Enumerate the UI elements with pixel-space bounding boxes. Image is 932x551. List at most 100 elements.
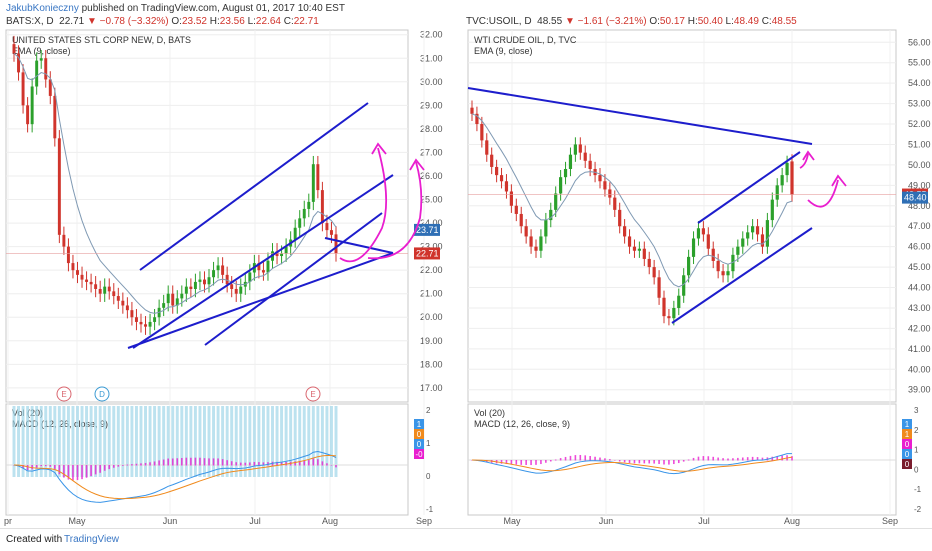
volume-bar bbox=[57, 406, 61, 477]
macd-histogram-bar bbox=[144, 462, 147, 466]
candle bbox=[618, 209, 622, 227]
macd-badge bbox=[902, 419, 912, 429]
candle bbox=[76, 270, 79, 275]
candle bbox=[180, 293, 184, 299]
volume-bar bbox=[193, 406, 197, 477]
macd-histogram-bar bbox=[49, 465, 52, 467]
volume-bar bbox=[112, 406, 116, 477]
volume-bar bbox=[329, 406, 333, 477]
author-link[interactable]: JakubKonieczny bbox=[6, 3, 79, 14]
projection-arrow-icon bbox=[339, 147, 388, 263]
tradingview-logo[interactable]: TradingView bbox=[64, 534, 120, 545]
macd-histogram-bar bbox=[500, 460, 503, 464]
macd-histogram-bar bbox=[702, 456, 705, 461]
macd-histogram-bar bbox=[140, 463, 142, 466]
volume-bar bbox=[134, 406, 138, 477]
publish-line: JakubKonieczny published on TradingView.… bbox=[6, 3, 345, 14]
chart-title: UNITED STATES STL CORP NEW, D, BATS bbox=[12, 35, 191, 45]
candle bbox=[280, 253, 284, 257]
macd-histogram-bar bbox=[72, 465, 74, 481]
y-tick-label: 23.00 bbox=[420, 242, 443, 252]
candle bbox=[257, 263, 261, 271]
volume-bar bbox=[144, 406, 147, 477]
volume-bar bbox=[261, 406, 265, 477]
right-symbol[interactable]: TVC:USOIL, D bbox=[466, 16, 532, 27]
macd-histogram-bar bbox=[335, 465, 337, 468]
volume-bar bbox=[98, 406, 102, 477]
macd-histogram-bar bbox=[85, 465, 88, 478]
right-last: 48.55 bbox=[537, 16, 563, 27]
macd-histogram-bar bbox=[112, 465, 115, 468]
macd-histogram-bar bbox=[628, 460, 631, 463]
macd-histogram-bar bbox=[330, 464, 333, 466]
volume-bar bbox=[35, 406, 39, 477]
candle bbox=[21, 72, 25, 106]
candle bbox=[130, 310, 134, 318]
candle bbox=[539, 236, 543, 251]
candle bbox=[682, 275, 686, 296]
macd-histogram-bar bbox=[781, 455, 783, 461]
macd-badge bbox=[414, 449, 424, 459]
volume-bar bbox=[198, 406, 202, 477]
candle bbox=[613, 197, 617, 210]
macd-histogram-bar bbox=[530, 460, 532, 466]
candle bbox=[125, 305, 129, 311]
candle bbox=[480, 124, 484, 141]
candle bbox=[573, 144, 577, 155]
arrowhead-icon bbox=[831, 174, 847, 187]
price-badge bbox=[414, 247, 440, 260]
macd-histogram-bar bbox=[604, 458, 606, 461]
macd-histogram-bar bbox=[258, 462, 260, 466]
volume-bar bbox=[125, 406, 129, 477]
volume-bar bbox=[316, 406, 320, 477]
volume-bar bbox=[252, 406, 256, 477]
volume-bar bbox=[243, 406, 247, 477]
projection-arrow-icon bbox=[367, 161, 423, 260]
left-low: 22.64 bbox=[255, 16, 281, 27]
macd-histogram-bar bbox=[35, 465, 38, 468]
macd-histogram-bar bbox=[756, 457, 759, 461]
drawing-annotations bbox=[127, 87, 847, 349]
macd-tick-label: 0 bbox=[914, 465, 919, 474]
trend-line bbox=[132, 174, 394, 349]
candle bbox=[116, 296, 120, 301]
price-badge-label: 48.40 bbox=[904, 193, 927, 203]
y-tick-label: 20.00 bbox=[420, 312, 443, 322]
macd-histogram-bar bbox=[244, 462, 247, 466]
macd-histogram-bar bbox=[732, 458, 734, 461]
macd-histogram-bar bbox=[584, 455, 587, 461]
macd-histogram-bar bbox=[633, 460, 636, 464]
volume-bar bbox=[44, 406, 48, 477]
candle bbox=[171, 293, 175, 306]
macd-histogram-bar bbox=[194, 457, 197, 466]
event-marker-icon bbox=[305, 386, 321, 402]
event-marker-icon bbox=[94, 386, 110, 402]
candle bbox=[775, 185, 779, 200]
volume-bar bbox=[248, 406, 252, 477]
candle bbox=[780, 175, 784, 186]
volume-bar bbox=[162, 406, 166, 477]
candle bbox=[568, 154, 573, 169]
macd-tick-label: 3 bbox=[914, 406, 919, 415]
left-symbol[interactable]: BATS:X, D bbox=[6, 16, 54, 27]
candle bbox=[499, 175, 504, 182]
volume-bar bbox=[289, 406, 293, 477]
candle bbox=[212, 270, 216, 278]
charts-canvas[interactable]: 17.00 18.00 19.00 20.00 21.00 22.00 23.00 24.00… bbox=[0, 0, 932, 528]
macd-badge-label: 0 bbox=[417, 440, 422, 449]
candle bbox=[325, 223, 329, 231]
candle bbox=[701, 228, 705, 235]
macd-histogram-bar bbox=[609, 459, 611, 461]
candle bbox=[691, 238, 696, 257]
macd-histogram-bar bbox=[171, 458, 174, 466]
macd-histogram-bar bbox=[22, 465, 24, 469]
volume-bar bbox=[39, 406, 43, 477]
y-tick-label: 30.00 bbox=[420, 77, 443, 87]
ema-line bbox=[13, 53, 337, 314]
macd-histogram-bar bbox=[122, 465, 124, 466]
candle bbox=[66, 246, 70, 264]
macd-histogram-bar bbox=[579, 454, 582, 461]
volume-bar bbox=[320, 406, 324, 477]
x-tick-label: Jun bbox=[599, 516, 614, 526]
candle bbox=[696, 228, 701, 239]
